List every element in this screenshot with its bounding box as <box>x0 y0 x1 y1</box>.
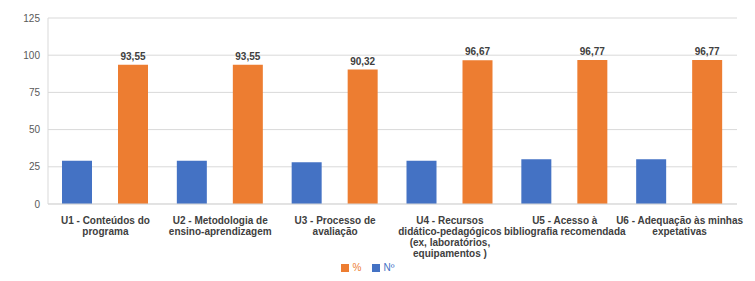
svg-text:125: 125 <box>23 13 40 24</box>
svg-text:75: 75 <box>29 87 41 98</box>
svg-text:U3 - Processo deavaliação: U3 - Processo deavaliação <box>295 215 377 237</box>
svg-text:90,32: 90,32 <box>350 56 375 67</box>
svg-text:U6 - Adequação às minhasexpeta: U6 - Adequação às minhasexpetativas <box>616 215 743 237</box>
svg-text:U5 - Acesso àbibliografia reco: U5 - Acesso àbibliografia recomendada <box>504 215 626 237</box>
svg-text:93,55: 93,55 <box>120 51 145 62</box>
html-text:Nº: Nº <box>383 262 395 273</box>
svg-text:96,67: 96,67 <box>465 46 490 57</box>
svg-text:0: 0 <box>34 199 40 210</box>
svg-text:U1 - Conteúdos doprograma: U1 - Conteúdos doprograma <box>61 215 150 237</box>
svg-text:U2 - Metodologia deensino-apre: U2 - Metodologia deensino-aprendizagem <box>169 215 272 237</box>
svg-text:U4 - Recursosdidático-pedagógi: U4 - Recursosdidático-pedagógicos(ex, la… <box>398 215 502 259</box>
svg-text:25: 25 <box>29 161 41 172</box>
svg-text:93,55: 93,55 <box>235 51 260 62</box>
svg-text:50: 50 <box>29 124 41 135</box>
svg-text:96,77: 96,77 <box>695 46 720 57</box>
svg-text:96,77: 96,77 <box>580 46 605 57</box>
svg-text:100: 100 <box>23 50 40 61</box>
